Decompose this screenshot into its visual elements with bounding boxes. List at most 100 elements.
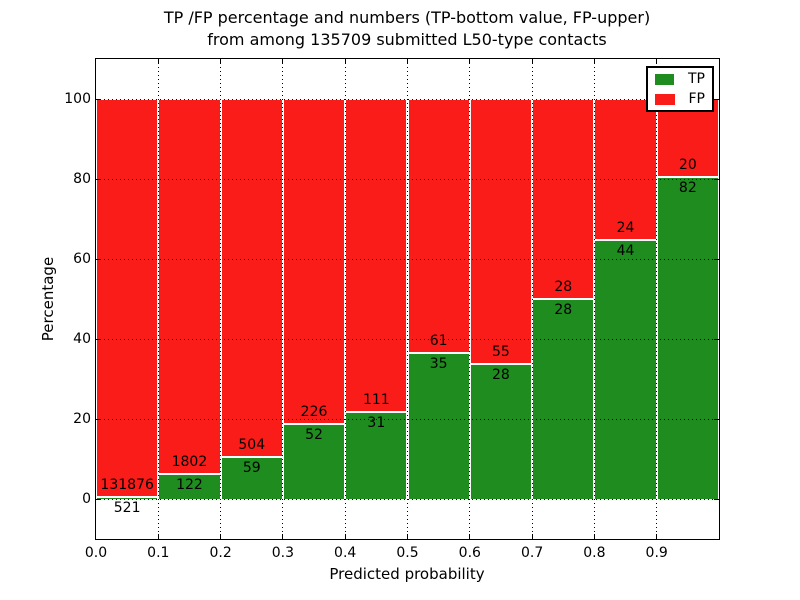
y-axis-label: Percentage: [39, 256, 57, 342]
fp-count-label: 111: [362, 391, 390, 408]
x-axis-tick: [656, 59, 658, 64]
x-tick-label: 0.5: [396, 545, 419, 561]
x-axis-label: Predicted probability: [329, 565, 485, 583]
tp-bar-segment: [96, 497, 159, 499]
legend-item-fp: FP: [655, 91, 705, 108]
fp-color-swatch: [655, 93, 675, 105]
x-tick-label: 0.4: [334, 545, 357, 561]
v-gridline: [656, 59, 658, 539]
y-axis-tick: [96, 98, 101, 100]
y-tick-label: 80: [73, 171, 91, 187]
x-tick-label: 0.2: [209, 545, 232, 561]
chart-title-line2: from among 135709 submitted L50-type con…: [207, 30, 607, 49]
v-gridline: [220, 59, 222, 539]
x-axis-tick: [531, 59, 533, 64]
y-axis-tick: [714, 498, 719, 500]
fp-bar-segment: [345, 99, 408, 412]
chart-title: TP /FP percentage and numbers (TP-bottom…: [95, 7, 719, 51]
tp-count-label: 122: [176, 476, 203, 493]
tp-count-label: 44: [616, 243, 635, 260]
x-axis-tick: [282, 59, 284, 64]
y-axis-tick: [96, 178, 101, 180]
fp-count-label: 20: [678, 157, 697, 174]
v-gridline: [469, 59, 471, 539]
y-axis-tick: [96, 258, 101, 260]
y-tick-label: 60: [73, 251, 91, 267]
x-axis-tick: [593, 534, 595, 539]
x-axis-tick: [344, 59, 346, 64]
tp-bar-segment: [532, 299, 595, 499]
fp-count-label: 504: [238, 437, 266, 454]
tp-bar-segment: [469, 364, 533, 499]
tp-count-label: 35: [429, 356, 448, 373]
y-tick-label: 100: [64, 91, 91, 107]
x-axis-tick: [157, 59, 159, 64]
y-axis-tick: [714, 98, 719, 100]
fp-count-label: 24: [616, 220, 635, 237]
x-axis-tick: [656, 534, 658, 539]
tp-bar-segment: [407, 353, 470, 499]
y-axis-tick: [714, 258, 719, 260]
y-axis-tick: [96, 418, 101, 420]
fp-bar-segment: [469, 99, 533, 365]
chart-title-line1: TP /FP percentage and numbers (TP-bottom…: [163, 8, 651, 27]
x-axis-tick: [220, 59, 222, 64]
y-axis-tick: [96, 338, 101, 340]
v-gridline: [531, 59, 533, 539]
fp-count-label: 131876: [100, 477, 154, 494]
tp-count-label: 521: [113, 500, 141, 517]
fp-bar-segment: [594, 99, 657, 241]
fp-bar-segment: [282, 99, 346, 425]
x-tick-label: 0.6: [458, 545, 481, 561]
tp-count-label: 52: [305, 427, 323, 444]
x-tick-label: 0.8: [583, 545, 606, 561]
legend-label-tp: TP: [688, 70, 705, 87]
tp-count-label: 59: [242, 460, 261, 477]
fp-bar-segment: [96, 99, 159, 498]
x-tick-label: 0.1: [147, 545, 170, 561]
x-axis-tick: [593, 59, 595, 64]
x-tick-label: 0.9: [645, 545, 668, 561]
x-axis-tick: [157, 534, 159, 539]
v-gridline: [157, 59, 159, 539]
fp-count-label: 28: [554, 279, 573, 295]
v-gridline: [593, 59, 595, 539]
fp-count-label: 226: [300, 404, 328, 421]
x-tick-label: 0.0: [84, 545, 108, 561]
v-gridline: [407, 59, 408, 539]
fp-count-label: 1802: [171, 453, 208, 470]
tp-count-label: 28: [554, 302, 573, 318]
y-axis-tick: [714, 338, 719, 340]
v-gridline: [282, 59, 284, 539]
x-axis-tick: [407, 59, 408, 64]
legend-item-tp: TP: [655, 71, 705, 88]
fp-bar-segment: [532, 99, 595, 299]
fp-count-label: 61: [429, 333, 448, 350]
y-axis-tick: [96, 498, 101, 500]
tp-count-label: 28: [492, 367, 510, 384]
v-gridline: [344, 59, 346, 539]
tp-bar-segment: [282, 424, 346, 499]
x-tick-label: 0.7: [520, 545, 544, 561]
tp-count-label: 31: [367, 414, 386, 431]
legend-label-fp: FP: [688, 90, 706, 107]
y-tick-label: 0: [82, 491, 91, 507]
fp-bar-segment: [407, 99, 470, 354]
tp-color-swatch: [655, 73, 674, 85]
x-axis-tick: [282, 534, 284, 539]
x-axis-tick: [469, 59, 471, 64]
x-axis-tick: [407, 534, 408, 539]
tp-bar-segment: [220, 457, 283, 499]
tp-bar-segment: [158, 473, 221, 499]
plot-area: 131876 521 1802 122 504 59 226 52 111 31 61 35 55 28 2…: [95, 58, 720, 540]
tp-bar-segment: [656, 177, 719, 499]
x-axis-tick: [344, 534, 346, 539]
y-tick-label: 20: [73, 411, 91, 427]
x-tick-label: 0.3: [271, 545, 295, 561]
y-axis-tick: [714, 178, 719, 180]
fp-bar-segment: [158, 99, 221, 474]
fp-bar-segment: [220, 99, 283, 458]
x-axis-tick: [220, 534, 222, 539]
fp-count-label: 55: [492, 344, 510, 361]
